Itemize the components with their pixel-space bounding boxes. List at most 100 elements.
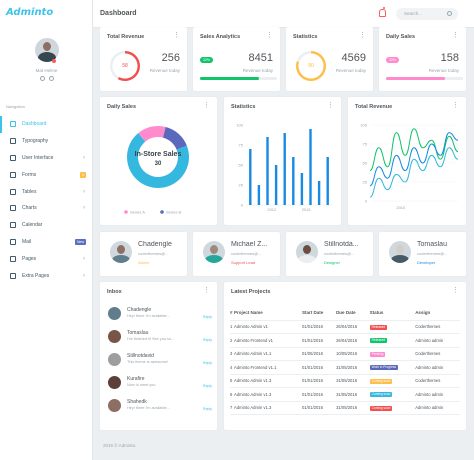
- reply-link[interactable]: Reply: [203, 361, 212, 365]
- user-avatar[interactable]: [34, 38, 59, 62]
- profile-name: Stillnotda...: [324, 241, 359, 248]
- sidebar-item-label: Pages: [22, 255, 37, 262]
- stat-subtitle: Revenue today: [335, 68, 366, 73]
- search-icon[interactable]: [447, 11, 452, 16]
- sidebar-item-label: Typography: [22, 138, 49, 145]
- bar[interactable]: [317, 181, 321, 205]
- inbox-item[interactable]: Kurafire Nice to meet you Reply: [108, 375, 212, 394]
- more-icon[interactable]: ⋮: [203, 102, 210, 109]
- table-row[interactable]: 7 Adminto Admin v1.3 01/01/2016 31/05/2016 C…: [230, 401, 460, 415]
- more-icon[interactable]: ⋮: [452, 102, 459, 109]
- reply-link[interactable]: Reply: [203, 384, 212, 388]
- inbox-item[interactable]: Tomaslau I've finished it! See you so... R…: [108, 329, 212, 348]
- card-title: Daily Sales: [107, 104, 137, 110]
- sidebar-item-forms[interactable]: Forms 6: [0, 166, 93, 183]
- sidebar-item-label: Extra Pages: [22, 272, 50, 279]
- reply-link[interactable]: Reply: [203, 315, 212, 319]
- chevron-right-icon: ›: [83, 205, 85, 212]
- bar[interactable]: [249, 149, 252, 205]
- bar[interactable]: [274, 165, 278, 205]
- sidebar-item-label: Forms: [22, 171, 37, 178]
- profile-card[interactable]: Tomaslau coderthemes@... Developer: [379, 232, 466, 276]
- series-line[interactable]: [369, 128, 459, 172]
- sidebar-item-tables[interactable]: Tables ›: [0, 183, 93, 200]
- bar[interactable]: [326, 157, 329, 205]
- nav-icon: [10, 171, 16, 178]
- more-icon[interactable]: ⋮: [452, 287, 459, 294]
- stat-subtitle: Revenue today: [242, 68, 273, 73]
- donut-chart: In-Store Sales 30 Series A Series B: [124, 126, 189, 215]
- more-icon[interactable]: ⋮: [359, 32, 366, 39]
- table-row[interactable]: 4 Adminto Frontend v1.1 01/01/2016 31/05/20…: [230, 360, 460, 375]
- profile-role: Designer: [324, 260, 341, 265]
- sidebar-item-user-interface[interactable]: User Interface ›: [0, 150, 93, 167]
- nav-icon: [10, 238, 16, 245]
- chevron-right-icon: ›: [83, 154, 85, 161]
- sidebar-item-typography[interactable]: Typography: [0, 133, 93, 150]
- search-input[interactable]: Search...: [396, 8, 458, 20]
- more-icon[interactable]: ⋮: [452, 32, 459, 39]
- table-cell: 2: [230, 333, 235, 348]
- sidebar-item-pages[interactable]: Pages ›: [0, 250, 93, 267]
- message-preview: Nice to meet you: [127, 383, 156, 387]
- bar[interactable]: [266, 137, 269, 205]
- table-row[interactable]: 5 Adminto Admin v1.3 01/01/2016 31/05/2016 C…: [230, 374, 460, 388]
- table-row[interactable]: 2 Adminto Frontend v1 01/01/2016 26/04/2016…: [230, 333, 460, 348]
- table-cell: Adminto Admin v1.3: [234, 387, 302, 402]
- profile-card[interactable]: Stillnotda... coderthemes@... Designer: [286, 232, 373, 276]
- sidebar-item-dashboard[interactable]: Dashboard: [0, 116, 93, 133]
- table-cell: 01/01/2016: [301, 387, 337, 402]
- inbox-item[interactable]: Stillnotdavid This theme is awesome! Reply: [108, 352, 212, 371]
- reply-link[interactable]: Reply: [203, 407, 212, 411]
- status-badge: Coming soon: [369, 378, 393, 384]
- donut-slice[interactable]: [162, 126, 187, 150]
- sidebar-item-label: Tables: [22, 188, 37, 195]
- power-icon[interactable]: [48, 76, 54, 81]
- more-icon[interactable]: ⋮: [327, 102, 334, 109]
- sender-name: Tomaslau: [127, 330, 149, 336]
- status-cell: Released: [369, 333, 416, 348]
- inbox-item[interactable]: Shahedk Hey! there I'm available... Reply: [108, 398, 212, 417]
- donut-slice[interactable]: [127, 133, 189, 188]
- sidebar-item-label: Dashboard: [22, 121, 47, 128]
- bar[interactable]: [257, 185, 261, 205]
- bar[interactable]: [292, 157, 295, 205]
- assignee-cell: Coderthemes: [415, 374, 460, 388]
- stat-card-sales-analytics: Sales Analytics ⋮ 32% 8451 Revenue today: [193, 27, 280, 91]
- reply-link[interactable]: Reply: [203, 338, 212, 342]
- nav-icon: [10, 255, 16, 262]
- settings-icon[interactable]: [39, 76, 45, 81]
- y-tick-label: 50: [363, 161, 368, 166]
- x-tick-label: 2012: [267, 207, 277, 212]
- nav-icon: [10, 121, 16, 128]
- series-line[interactable]: [369, 132, 459, 187]
- table-cell: 26/04/2016: [336, 320, 370, 334]
- donut-slice[interactable]: [138, 126, 166, 142]
- profile-card[interactable]: Michael Z... coderthemes@... Support Lead: [193, 232, 280, 276]
- bar[interactable]: [309, 129, 312, 205]
- table-cell: 10/05/2016: [336, 347, 370, 361]
- avatar: [108, 307, 121, 320]
- sidebar-item-extra-pages[interactable]: Extra Pages ›: [0, 267, 93, 284]
- bar[interactable]: [283, 133, 286, 205]
- table-row[interactable]: 1 Adminto Admin v1 01/01/2016 26/04/2016 Rel…: [230, 320, 460, 334]
- more-icon[interactable]: ⋮: [173, 32, 180, 39]
- bar[interactable]: [300, 173, 304, 205]
- sidebar-item-charts[interactable]: Charts ›: [0, 200, 93, 217]
- avatar: [108, 399, 121, 412]
- sender-name: Kurafire: [127, 376, 145, 382]
- table-row[interactable]: 3 Adminto Admin v1.1 01/05/2016 10/05/2016 P…: [230, 347, 460, 361]
- profile-card[interactable]: Chadengle coderthemes@... Admin: [100, 232, 187, 276]
- more-icon[interactable]: ⋮: [203, 287, 210, 294]
- more-icon[interactable]: ⋮: [266, 32, 273, 39]
- series-line[interactable]: [369, 147, 459, 198]
- app-logo[interactable]: Adminto: [6, 7, 54, 18]
- table-cell: Adminto Admin v1.3: [234, 374, 302, 388]
- sidebar-item-calendar[interactable]: Calendar: [0, 217, 93, 234]
- sidebar-item-mail[interactable]: Mail New: [0, 234, 93, 251]
- stat-value: 8451: [248, 52, 273, 64]
- inbox-item[interactable]: Chadengle Hey! there I'm available... Repl…: [108, 306, 212, 325]
- table-row[interactable]: 6 Adminto Admin v1.3 01/01/2016 31/05/2016 C…: [230, 387, 460, 402]
- bell-icon[interactable]: [379, 7, 386, 17]
